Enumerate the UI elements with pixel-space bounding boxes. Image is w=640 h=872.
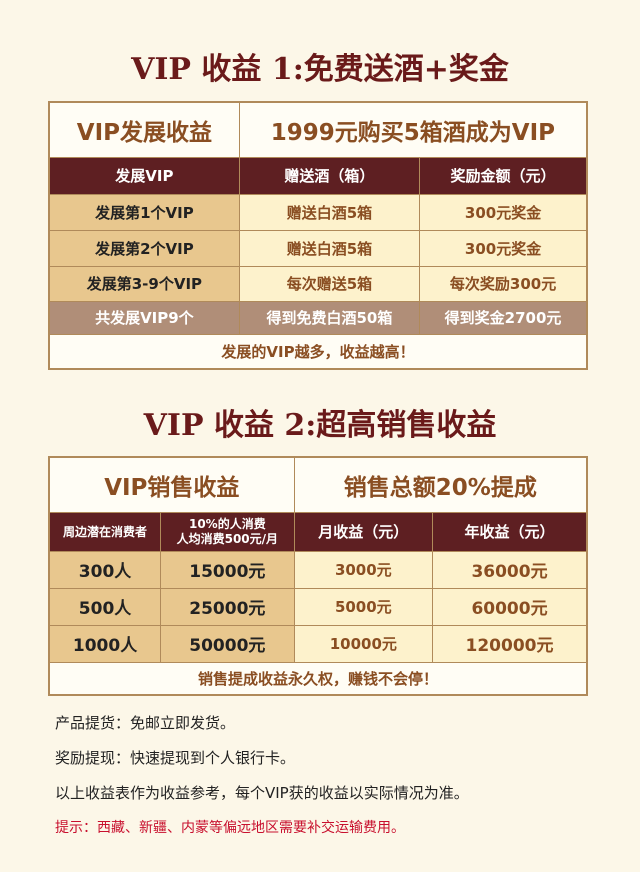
note-disclaimer: 以上收益表作为收益参考，每个VIP获的收益以实际情况为准。 xyxy=(55,784,469,802)
cell: 发展第3-9个VIP xyxy=(48,265,240,302)
table-headline: 销售总额20%提成 xyxy=(293,456,588,513)
cell: 每次赠送5箱 xyxy=(238,265,421,302)
column-header: 年收益（元） xyxy=(432,511,588,552)
cell: 60000元 xyxy=(432,587,588,626)
shipping-warning: 提示：西藏、新疆、内蒙等偏远地区需要补交运输费用。 xyxy=(55,820,405,836)
cell: 15000元 xyxy=(160,550,295,589)
vip-development-table: VIP发展收益 1999元购买5箱酒成为VIP 发展VIP 赠送酒（箱） 奖励金额（元… xyxy=(48,101,588,370)
cell: 300元奖金 xyxy=(419,229,588,267)
vip-sales-table: VIP销售收益 销售总额20%提成 周边潜在消费者 10%的人消费 人均消费500元/… xyxy=(48,456,588,696)
cell: 300元奖金 xyxy=(419,193,588,231)
note-withdrawal: 奖励提现：快速提现到个人银行卡。 xyxy=(55,749,296,767)
column-header: 周边潜在消费者 xyxy=(48,511,162,552)
table-footer: 发展的VIP越多，收益越高！ xyxy=(48,333,588,370)
cell: 赠送白酒5箱 xyxy=(238,193,421,231)
cell: 50000元 xyxy=(160,624,295,663)
cell: 300人 xyxy=(48,550,162,589)
table-row: 1000人 50000元 10000元 120000元 xyxy=(48,624,588,663)
cell: 发展第1个VIP xyxy=(48,193,240,231)
column-header: 奖励金额（元） xyxy=(419,156,588,195)
total-row: 共发展VIP9个 得到免费白酒50箱 得到奖金2700元 xyxy=(48,300,588,335)
table-headline: 1999元购买5箱酒成为VIP xyxy=(238,101,588,158)
table-row: 300人 15000元 3000元 36000元 xyxy=(48,550,588,589)
table-row: 发展第3-9个VIP 每次赠送5箱 每次奖励300元 xyxy=(48,265,588,302)
header-line: 10%的人消费 xyxy=(188,516,266,531)
table-label: VIP销售收益 xyxy=(48,456,295,513)
cell: 得到奖金2700元 xyxy=(419,300,588,335)
cell: 发展第2个VIP xyxy=(48,229,240,267)
cell: 5000元 xyxy=(293,587,434,626)
table-row: 发展第2个VIP 赠送白酒5箱 300元奖金 xyxy=(48,229,588,267)
table-label: VIP发展收益 xyxy=(48,101,240,158)
cell: 得到免费白酒50箱 xyxy=(238,300,421,335)
section1-title: VIP 收益 1:免费送酒+奖金 xyxy=(131,52,509,87)
cell: 每次奖励300元 xyxy=(419,265,588,302)
note-delivery: 产品提货：免邮立即发货。 xyxy=(55,714,236,732)
table-row: 发展第1个VIP 赠送白酒5箱 300元奖金 xyxy=(48,193,588,231)
column-header: 发展VIP xyxy=(48,156,240,195)
cell: 共发展VIP9个 xyxy=(48,300,240,335)
table-footer: 销售提成收益永久权，赚钱不会停！ xyxy=(48,661,588,696)
cell: 10000元 xyxy=(293,624,434,663)
cell: 1000人 xyxy=(48,624,162,663)
column-header: 月收益（元） xyxy=(293,511,434,552)
table-row: 500人 25000元 5000元 60000元 xyxy=(48,587,588,626)
column-header: 赠送酒（箱） xyxy=(238,156,421,195)
section2-title: VIP 收益 2:超高销售收益 xyxy=(143,408,497,443)
header-line: 人均消费500元/月 xyxy=(176,531,279,546)
cell: 赠送白酒5箱 xyxy=(238,229,421,267)
cell: 3000元 xyxy=(293,550,434,589)
cell: 36000元 xyxy=(432,550,588,589)
cell: 25000元 xyxy=(160,587,295,626)
cell: 500人 xyxy=(48,587,162,626)
column-header: 10%的人消费 人均消费500元/月 xyxy=(160,511,295,552)
cell: 120000元 xyxy=(432,624,588,663)
